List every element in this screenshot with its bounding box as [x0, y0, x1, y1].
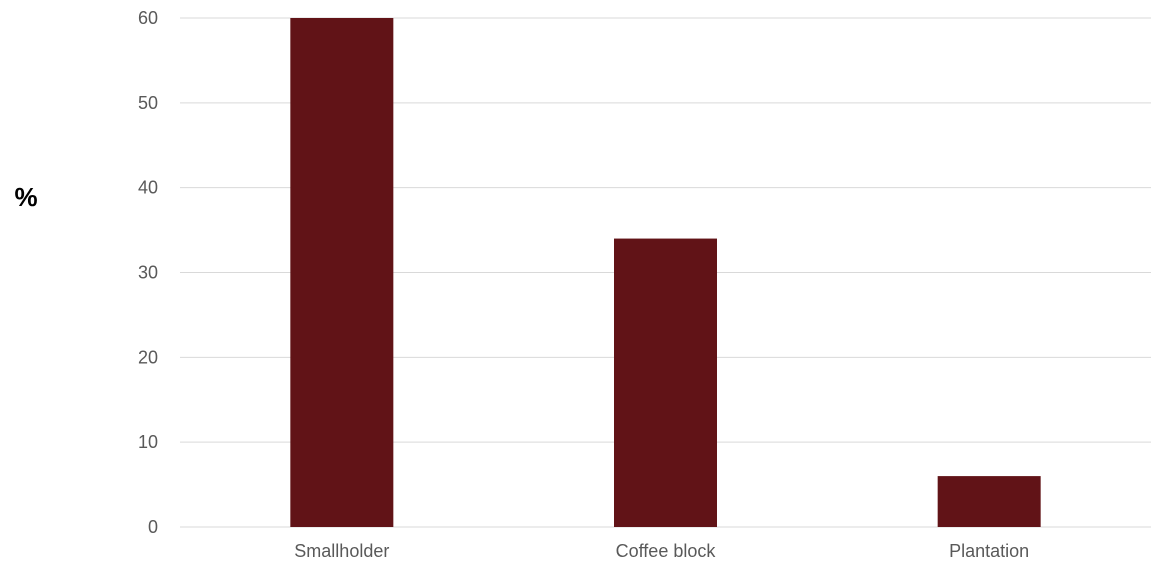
y-tick-label: 40	[138, 178, 158, 198]
y-tick-label: 60	[138, 8, 158, 28]
x-tick-label: Smallholder	[294, 541, 389, 561]
y-axis-label: %	[14, 182, 37, 212]
y-tick-label: 30	[138, 263, 158, 283]
y-tick-label: 0	[148, 517, 158, 537]
bar-smallholder	[290, 18, 394, 527]
y-axis-ticks: 0 10 20 30 40 50 60	[138, 8, 158, 537]
x-tick-label: Plantation	[949, 541, 1029, 561]
x-tick-label: Coffee block	[616, 541, 717, 561]
y-tick-label: 20	[138, 347, 158, 367]
y-tick-label: 50	[138, 93, 158, 113]
bar-coffee-block	[614, 238, 717, 528]
bar-plantation	[937, 476, 1041, 527]
bars	[290, 18, 1041, 528]
y-tick-label: 10	[138, 432, 158, 452]
x-axis-ticks: Smallholder Coffee block Plantation	[294, 541, 1029, 561]
